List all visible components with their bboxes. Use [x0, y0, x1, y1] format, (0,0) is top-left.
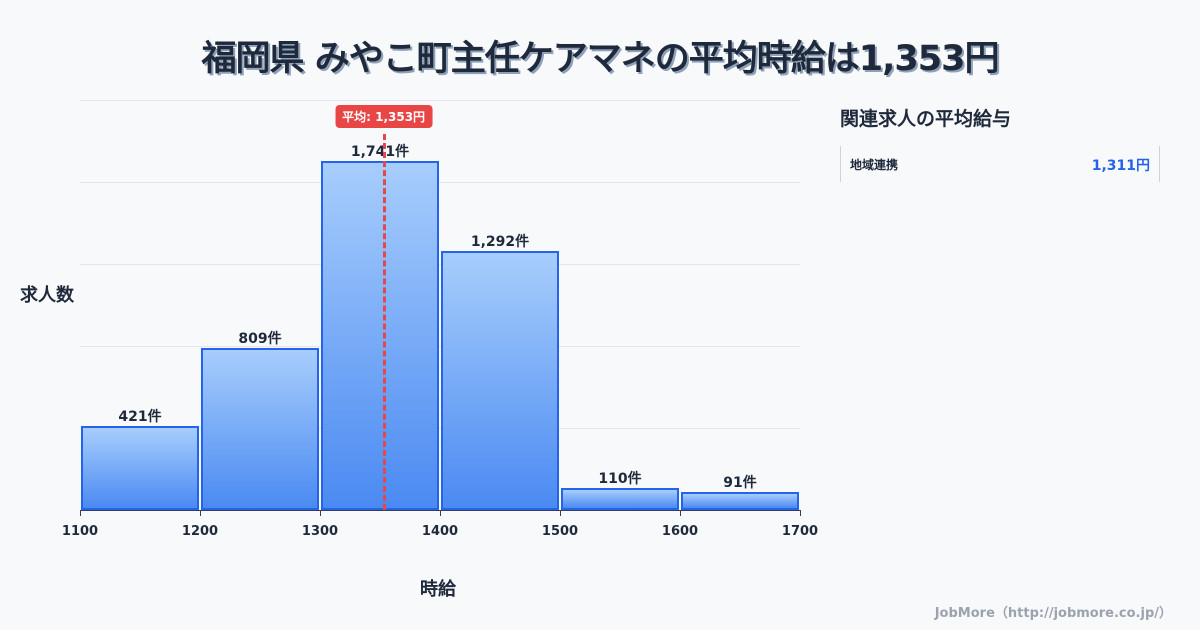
x-axis-label: 時給 — [420, 579, 456, 600]
histogram-bar[interactable] — [81, 425, 199, 510]
histogram-plot: 421件 809件 1,741件 1,292件 110件 91件 平均: 1,353円 — [80, 100, 800, 511]
chart-title: 福岡県 みやこ町主任ケアマネの平均時給は1,353円 — [201, 39, 1000, 79]
histogram-bar[interactable] — [681, 491, 799, 510]
histogram-bar[interactable] — [561, 487, 679, 510]
gridline — [80, 264, 800, 265]
x-tick — [440, 510, 441, 516]
bar-value-label: 110件 — [598, 470, 642, 487]
histogram-bar[interactable] — [201, 347, 319, 510]
histogram-bar[interactable] — [441, 250, 559, 510]
gridline — [80, 100, 800, 101]
x-tick — [680, 510, 681, 516]
gridline — [80, 182, 800, 183]
gridline — [80, 346, 800, 347]
bar-value-label: 1,292件 — [470, 233, 530, 250]
bar-value-label: 421件 — [118, 408, 162, 425]
gridline — [80, 428, 800, 429]
related-job-name: 地域連携 — [850, 158, 899, 172]
mean-badge: 平均: 1,353円 — [335, 105, 433, 128]
footer-credit: JobMore（http://jobmore.co.jp/） — [934, 606, 1172, 621]
related-salary-title: 関連求人の平均給与 — [840, 108, 1012, 130]
histogram-bar[interactable] — [321, 160, 439, 510]
bar-value-label: 809件 — [238, 330, 282, 347]
x-tick — [200, 510, 201, 516]
x-tick-label: 1600 — [661, 524, 699, 539]
bar-value-label: 91件 — [723, 474, 757, 491]
x-tick-label: 1500 — [541, 524, 579, 539]
related-salary-row[interactable]: 地域連携 1,311円 — [840, 146, 1160, 182]
mean-line — [382, 134, 386, 510]
x-tick — [800, 510, 801, 516]
x-tick — [560, 510, 561, 516]
related-job-salary: 1,311円 — [1091, 158, 1150, 174]
x-tick-label: 1200 — [181, 524, 219, 539]
x-tick — [80, 510, 81, 516]
y-axis-label: 求人数 — [20, 285, 74, 306]
x-tick — [320, 510, 321, 516]
x-tick-label: 1700 — [781, 524, 819, 539]
x-tick-label: 1300 — [301, 524, 339, 539]
x-tick-label: 1400 — [421, 524, 459, 539]
bar-value-label: 1,741件 — [350, 143, 410, 160]
x-tick-label: 1100 — [61, 524, 99, 539]
